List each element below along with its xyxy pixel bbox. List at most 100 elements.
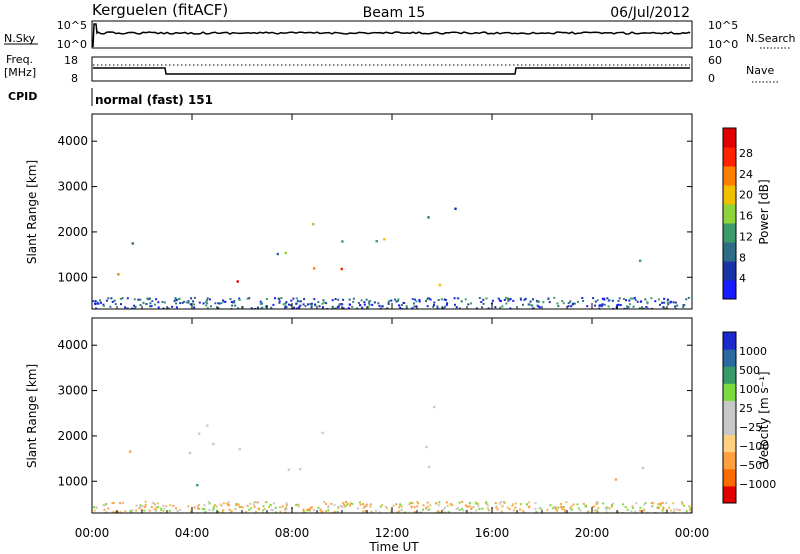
echo-cell (235, 504, 238, 507)
echo-cell (658, 507, 660, 509)
echo-cell (274, 297, 276, 300)
echo-cell (661, 502, 664, 504)
echo-cell (212, 505, 215, 508)
echo-cell (361, 306, 364, 309)
echo-cell (151, 501, 154, 504)
echo-cell (163, 301, 166, 304)
echo-cell (508, 298, 511, 301)
echo-cell (435, 502, 438, 505)
echo-cell (399, 502, 402, 505)
cpid-label: CPID (8, 90, 37, 103)
echo-cell (263, 508, 266, 510)
xtick-label: 04:00 (175, 526, 210, 540)
cpid-value: normal (fast) 151 (95, 93, 213, 107)
power-echoes (92, 207, 690, 309)
echo-cell (319, 508, 322, 511)
echo-cell (458, 509, 461, 511)
colorbar-segment (723, 400, 736, 418)
echo-cell (567, 305, 570, 308)
echo-cell (402, 301, 405, 304)
echo-cell (139, 298, 142, 301)
echo-cell (237, 307, 240, 309)
echo-cell (279, 510, 282, 513)
echo-cell (307, 509, 310, 512)
echo-cell (444, 305, 447, 308)
echo-cell (196, 505, 199, 508)
echo-cell (485, 502, 488, 505)
echo-cell (162, 307, 165, 309)
echo-cell (313, 509, 316, 511)
echo-cell (426, 297, 429, 300)
echo-cell (491, 299, 494, 302)
echo-cell (242, 506, 245, 509)
echo-cell (398, 304, 400, 307)
echo-cell (465, 509, 467, 512)
echo-cell (179, 302, 182, 305)
echo-cell (175, 306, 178, 309)
echo-cell (445, 501, 448, 504)
colorbar-segment (723, 451, 736, 470)
echo-cell (357, 302, 360, 304)
echo-cell (650, 307, 653, 309)
echo-cell (569, 301, 571, 303)
echo-cell (149, 305, 152, 308)
echo-cell (218, 302, 221, 305)
freq-panel: Freq. [MHz] 18 8 60 0 Nave (4, 53, 778, 85)
sky-left-label: N.Sky (4, 32, 36, 45)
echo-cell (187, 300, 190, 302)
echo-cell (534, 507, 537, 510)
echo-cell (352, 297, 355, 300)
echo-cell (635, 502, 638, 505)
echo-cell (102, 303, 105, 306)
echo-cell (678, 509, 681, 512)
echo-cell (274, 511, 277, 513)
echo-cell (461, 508, 464, 510)
colorbar-segment (723, 147, 736, 167)
freq-tick-bottom: 8 (71, 72, 78, 85)
echo-cell (397, 298, 400, 301)
echo-cell (612, 307, 615, 309)
echo-cell (336, 305, 339, 308)
echo-cell (496, 508, 499, 511)
echo-cell (236, 280, 239, 283)
echo-cell (397, 300, 399, 302)
echo-cell (206, 424, 209, 427)
echo-cell (513, 509, 515, 512)
echo-cell (515, 502, 518, 505)
echo-cell (437, 307, 440, 309)
echo-cell (546, 508, 549, 511)
echo-cell (265, 298, 268, 300)
echo-cell (147, 298, 150, 301)
echo-cell (369, 505, 372, 508)
echo-cell (512, 299, 515, 302)
echo-cell (105, 503, 108, 505)
echo-cell (467, 505, 470, 508)
echo-cell (162, 504, 165, 507)
power-colorbar-label: Power [dB] (757, 179, 771, 244)
echo-cell (278, 301, 281, 304)
echo-cell (428, 508, 431, 511)
echo-cell (533, 307, 536, 309)
echo-cell (663, 297, 666, 300)
echo-cell (638, 307, 641, 309)
echo-cell (654, 300, 657, 303)
echo-cell (342, 298, 345, 301)
echo-cell (212, 442, 215, 446)
echo-cell (169, 504, 172, 507)
echo-cell (333, 504, 336, 507)
echo-cell (366, 503, 368, 506)
echo-cell (633, 296, 636, 299)
echo-cell (506, 506, 509, 509)
echo-cell (270, 508, 273, 511)
echo-cell (295, 504, 298, 507)
echo-cell (673, 511, 675, 513)
echo-cell (206, 307, 209, 309)
echo-cell (597, 501, 599, 504)
echo-cell (426, 501, 429, 504)
echo-cell (650, 297, 653, 300)
echo-cell (522, 303, 524, 306)
echo-cell (209, 305, 212, 308)
echo-cell (623, 307, 626, 309)
echo-cell (601, 303, 604, 306)
